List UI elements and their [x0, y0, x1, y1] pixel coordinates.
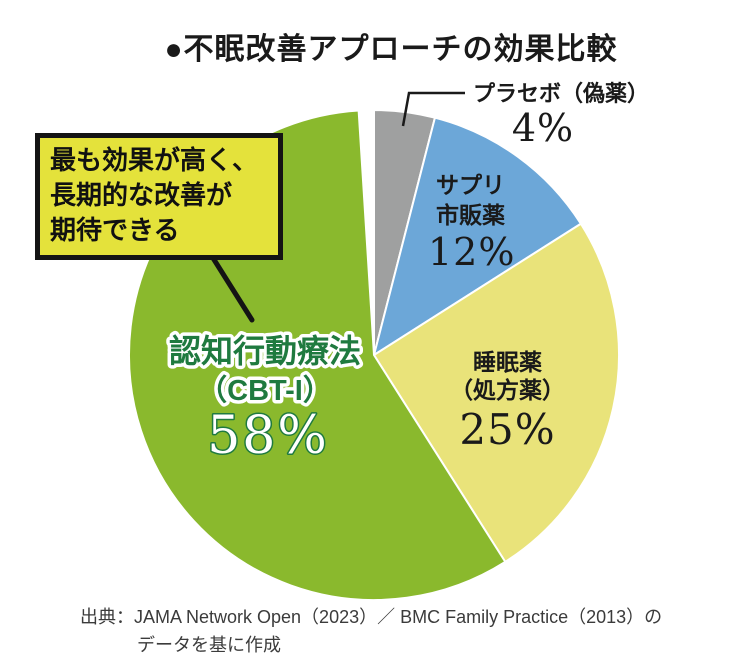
source-line-1: 出典：JAMA Network Open（2023）／ BMC Family P… [80, 607, 663, 627]
placebo-label-name: プラセボ（偽薬） [472, 81, 649, 106]
placebo-label: プラセボ（偽薬） 4% [455, 81, 667, 149]
callout-leader-line [210, 255, 255, 323]
callout-line-1: 最も効果が高く、 [50, 145, 259, 175]
source-line-2: データを基に作成 [137, 635, 281, 655]
callout-line-3: 期待できる [50, 215, 180, 245]
cbt-slice-sublabel: （CBT-I） [198, 374, 332, 407]
placebo-leader-line [401, 91, 465, 127]
cbt-slice-label: 認知行動療法 [169, 333, 361, 369]
pie-slice-otc-supplement [373, 116, 582, 356]
cbt-slice-percent: 58% [207, 406, 329, 466]
sleeping-pills-label-percent: 25% [459, 405, 556, 454]
sleeping-pills-label: 睡眠薬 （処方薬） 25% [440, 348, 575, 454]
sleeping-pills-label-line1: 睡眠薬 [473, 349, 542, 375]
page-title: ●不眠改善アプローチの効果比較 [164, 33, 618, 66]
supplement-label-line1: サプリ [436, 172, 505, 198]
source-citation: 出典：JAMA Network Open（2023）／ BMC Family P… [80, 603, 662, 659]
placebo-label-percent: 4% [511, 106, 575, 150]
callout-line-2: 長期的な改善が [50, 180, 233, 210]
supplement-label-percent: 12% [428, 230, 516, 274]
pie-slice-sleeping-pills [373, 222, 620, 563]
callout-box: 最も効果が高く、 長期的な改善が 期待できる [35, 133, 283, 260]
supplement-label: サプリ 市販薬 12% [428, 170, 515, 274]
sleeping-pills-label-line2: （処方薬） [450, 377, 565, 403]
supplement-label-line2: 市販薬 [436, 202, 505, 228]
